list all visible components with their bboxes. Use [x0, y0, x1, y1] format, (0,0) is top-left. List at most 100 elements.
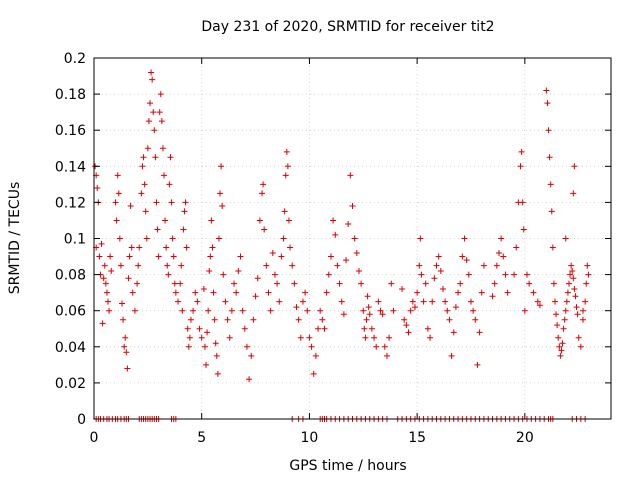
data-point — [254, 275, 261, 282]
x-tick-label: 0 — [90, 430, 99, 446]
data-point — [338, 298, 345, 305]
y-tick-label: 0.04 — [55, 340, 86, 356]
data-point — [123, 349, 130, 356]
data-point — [563, 298, 570, 305]
data-point — [557, 352, 564, 359]
data-point — [390, 307, 397, 314]
data-point — [219, 203, 226, 210]
data-point — [135, 262, 142, 269]
y-tick-label: 0.1 — [64, 232, 86, 248]
data-point — [584, 262, 591, 269]
data-point — [323, 289, 330, 296]
data-point — [375, 298, 382, 305]
data-point — [459, 253, 466, 260]
data-point — [308, 343, 315, 350]
data-point — [150, 109, 157, 116]
data-point — [585, 271, 592, 278]
data-point — [96, 253, 103, 260]
data-point — [564, 289, 571, 296]
data-point — [237, 253, 244, 260]
data-point — [467, 298, 474, 305]
data-point — [246, 376, 253, 383]
data-point — [206, 267, 213, 274]
data-point — [502, 271, 509, 278]
data-point — [211, 316, 218, 323]
data-point — [153, 199, 160, 206]
data-point — [511, 271, 518, 278]
data-point — [558, 347, 565, 354]
data-point — [495, 249, 502, 256]
data-point — [448, 352, 455, 359]
data-point — [345, 221, 352, 228]
data-point — [291, 280, 298, 287]
data-point — [131, 307, 138, 314]
data-point — [281, 208, 288, 215]
data-point — [156, 109, 163, 116]
data-point — [250, 316, 257, 323]
data-point — [347, 172, 354, 179]
data-point — [366, 311, 373, 318]
data-point — [463, 257, 470, 264]
y-tick-label: 0.14 — [55, 159, 86, 175]
data-point — [429, 298, 436, 305]
data-point — [536, 302, 543, 309]
data-point — [159, 145, 166, 152]
data-point — [228, 307, 235, 314]
data-point — [170, 253, 177, 260]
data-point — [568, 262, 575, 269]
data-point — [100, 275, 107, 282]
data-point — [480, 262, 487, 269]
data-point — [439, 286, 446, 293]
data-point — [332, 231, 339, 238]
data-point — [570, 190, 577, 197]
data-point — [582, 298, 589, 305]
data-point — [134, 280, 141, 287]
data-point — [517, 163, 524, 170]
data-point — [114, 172, 121, 179]
data-point — [377, 307, 384, 314]
data-point — [204, 329, 211, 336]
data-point — [353, 249, 360, 256]
data-point — [310, 370, 317, 377]
data-point — [545, 127, 552, 134]
data-point — [422, 280, 429, 287]
data-point — [280, 235, 287, 242]
x-axis-label: GPS time / hours — [289, 458, 406, 474]
y-tick-label: 0.02 — [55, 376, 86, 392]
data-point — [213, 352, 220, 359]
data-point — [248, 352, 255, 359]
data-point — [518, 148, 525, 155]
data-point — [403, 322, 410, 329]
data-point — [491, 280, 498, 287]
data-point — [560, 325, 567, 332]
data-point — [143, 235, 150, 242]
data-point — [478, 289, 485, 296]
data-point — [315, 325, 322, 332]
data-point — [312, 352, 319, 359]
data-point — [321, 325, 328, 332]
data-point — [381, 343, 388, 350]
data-point — [117, 262, 124, 269]
data-point — [125, 275, 132, 282]
data-point — [139, 163, 146, 170]
data-point — [364, 293, 371, 300]
data-point — [293, 304, 300, 311]
data-point — [144, 145, 151, 152]
data-point — [577, 343, 584, 350]
data-point — [217, 190, 224, 197]
data-point — [136, 244, 143, 251]
data-point — [181, 208, 188, 215]
data-point — [544, 100, 551, 107]
data-point — [278, 253, 285, 260]
data-point — [127, 203, 134, 210]
data-point — [126, 253, 133, 260]
data-point — [399, 286, 406, 293]
data-point — [489, 293, 496, 300]
data-point — [148, 69, 155, 76]
data-point — [285, 217, 292, 224]
data-point — [259, 190, 266, 197]
x-tick-label: 5 — [197, 430, 206, 446]
data-point — [418, 271, 425, 278]
data-point — [493, 262, 500, 269]
data-point — [530, 289, 537, 296]
